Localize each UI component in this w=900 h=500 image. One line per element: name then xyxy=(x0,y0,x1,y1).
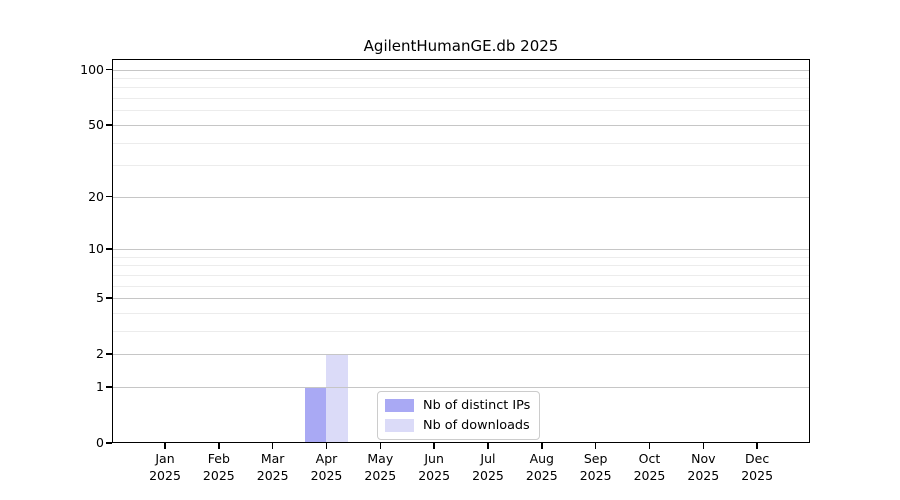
x-tick-month: Apr xyxy=(315,451,338,466)
x-tick-year: 2025 xyxy=(579,467,612,483)
y-tick-label: 10 xyxy=(88,240,104,256)
x-tick-month: Dec xyxy=(745,451,770,466)
y-tick-label: 100 xyxy=(80,61,104,77)
x-tick-month: Nov xyxy=(691,451,716,466)
gridline-minor xyxy=(112,312,810,314)
gridline-major xyxy=(112,354,810,356)
legend-entry: Nb of downloads xyxy=(385,417,530,434)
x-tick-month: Jun xyxy=(424,451,444,466)
x-tick-year: 2025 xyxy=(418,467,451,483)
x-tick-year: 2025 xyxy=(472,467,504,483)
y-tick xyxy=(106,297,112,299)
y-tick-label: 2 xyxy=(96,346,104,362)
x-tick-label-may: May 2025 xyxy=(349,451,411,484)
x-tick-label-jul: Jul 2025 xyxy=(457,451,519,484)
y-tick-label: 1 xyxy=(96,378,104,394)
grid-layer xyxy=(112,59,810,443)
plot-area: Nb of distinct IPs Nb of downloads xyxy=(112,59,810,443)
x-tick-label-jan: Jan 2025 xyxy=(134,451,196,484)
bar-nb-of-distinct-ips-apr xyxy=(304,386,327,443)
x-tick-year: 2025 xyxy=(256,467,289,483)
gridline-minor xyxy=(112,256,810,258)
gridline-minor xyxy=(112,78,810,80)
gridline-major xyxy=(112,69,810,71)
x-tick-label-feb: Feb 2025 xyxy=(188,451,250,484)
gridline-major xyxy=(112,248,810,250)
x-tick-year: 2025 xyxy=(633,467,666,483)
gridline-minor xyxy=(112,274,810,276)
gridline-minor xyxy=(112,110,810,112)
gridline-minor xyxy=(112,98,810,100)
x-tick xyxy=(325,443,328,449)
x-tick-year: 2025 xyxy=(741,467,774,483)
x-tick xyxy=(648,443,651,449)
x-tick xyxy=(702,443,705,449)
x-tick-month: May xyxy=(367,451,394,466)
x-tick xyxy=(594,443,597,449)
gridline-minor xyxy=(112,87,810,89)
y-tick-label: 0 xyxy=(96,435,104,450)
gridline-minor xyxy=(112,330,810,332)
y-tick-label: 20 xyxy=(88,188,104,204)
x-tick-month: Feb xyxy=(207,451,230,466)
x-tick xyxy=(487,443,489,449)
x-tick-label-sep: Sep 2025 xyxy=(565,451,627,484)
x-tick xyxy=(164,443,166,449)
plot-frame xyxy=(112,59,810,443)
x-tick-label-jun: Jun 2025 xyxy=(403,451,465,484)
legend-swatch xyxy=(385,419,414,432)
x-tick-month: Jul xyxy=(480,451,496,466)
x-tick-label-mar: Mar 2025 xyxy=(242,451,304,484)
chart-title: AgilentHumanGE.db 2025 xyxy=(363,37,559,55)
legend: Nb of distinct IPs Nb of downloads xyxy=(377,391,541,440)
x-tick-month: Oct xyxy=(638,451,661,466)
x-tick-label-dec: Dec 2025 xyxy=(726,451,788,484)
x-tick-label-nov: Nov 2025 xyxy=(672,451,734,484)
legend-label: Nb of downloads xyxy=(423,418,530,433)
y-tick xyxy=(106,195,112,198)
x-tick-month: Sep xyxy=(583,451,608,466)
legend-entry: Nb of distinct IPs xyxy=(385,397,530,414)
x-tick xyxy=(433,443,435,449)
y-tick xyxy=(106,124,112,126)
y-tick xyxy=(106,386,112,388)
x-tick xyxy=(379,443,382,449)
gridline-major xyxy=(112,386,810,388)
x-tick-year: 2025 xyxy=(687,467,720,483)
x-tick-year: 2025 xyxy=(364,467,397,483)
gridline-minor xyxy=(112,285,810,287)
x-tick-year: 2025 xyxy=(310,467,343,483)
x-tick xyxy=(271,443,274,449)
y-tick-label: 5 xyxy=(96,290,104,306)
x-tick xyxy=(541,443,543,449)
x-tick-label-oct: Oct 2025 xyxy=(618,451,680,484)
gridline-minor xyxy=(112,165,810,167)
x-tick-year: 2025 xyxy=(525,467,558,483)
y-tick xyxy=(106,442,112,444)
x-tick-year: 2025 xyxy=(202,467,235,483)
gridline-major xyxy=(112,298,810,300)
bars-layer xyxy=(112,59,810,443)
x-tick-label-aug: Aug 2025 xyxy=(511,451,573,484)
x-tick-month: Mar xyxy=(260,451,285,466)
x-tick xyxy=(218,443,220,449)
y-tick-label: 50 xyxy=(88,116,104,132)
y-tick xyxy=(106,353,112,355)
bar-nb-of-downloads-apr xyxy=(326,354,349,443)
y-tick xyxy=(106,248,112,250)
gridline-major xyxy=(112,124,810,126)
x-tick-month: Aug xyxy=(529,451,554,466)
x-tick-label-apr: Apr 2025 xyxy=(295,451,357,484)
gridline-major xyxy=(112,196,810,198)
x-tick-month: Jan xyxy=(155,451,175,466)
legend-swatch xyxy=(385,399,414,412)
x-tick xyxy=(756,443,758,449)
y-tick xyxy=(106,68,112,71)
legend-label: Nb of distinct IPs xyxy=(423,398,531,413)
gridline-minor xyxy=(112,142,810,144)
x-tick-year: 2025 xyxy=(149,467,181,483)
gridline-minor xyxy=(112,265,810,267)
